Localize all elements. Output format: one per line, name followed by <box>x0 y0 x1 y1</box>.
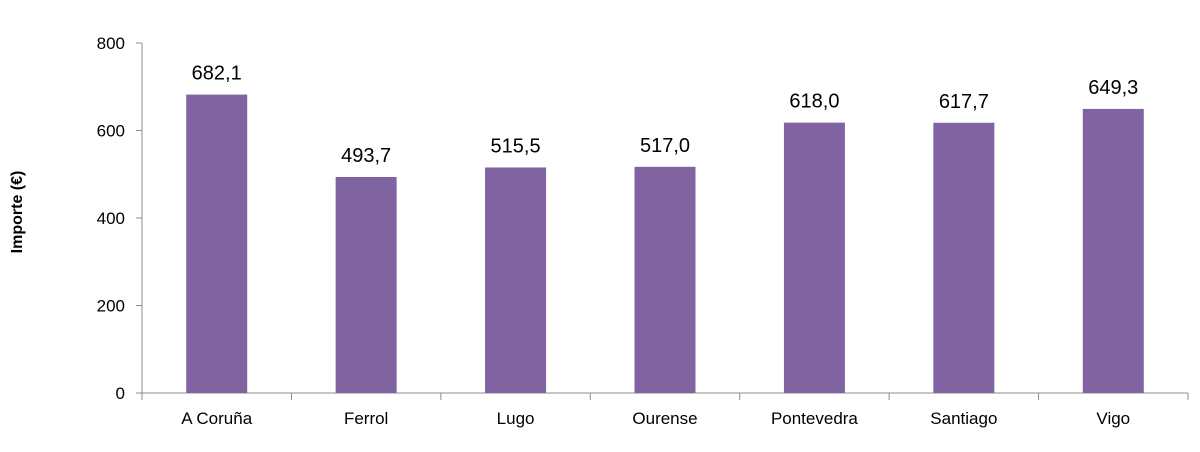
data-label: 517,0 <box>640 135 690 157</box>
data-label: 649,3 <box>1088 77 1138 99</box>
x-tick-label: Pontevedra <box>771 409 858 428</box>
data-label: 493,7 <box>341 145 391 167</box>
bar <box>634 166 696 393</box>
x-tick-label: Ourense <box>632 409 697 428</box>
y-tick-label: 400 <box>97 209 125 228</box>
x-tick-label: A Coruña <box>181 409 252 428</box>
data-labels: 682,1 493,7 515,5 517,0 618,0 617,7 649,3 <box>192 63 1139 167</box>
x-tick-label: Santiago <box>930 409 997 428</box>
bar <box>933 122 995 393</box>
data-label: 515,5 <box>491 135 541 157</box>
data-label: 618,0 <box>789 91 839 113</box>
y-axis-label: Importe (€) <box>9 171 26 254</box>
bar <box>186 94 248 394</box>
x-tick-label: Lugo <box>497 409 535 428</box>
bar <box>485 167 547 393</box>
data-label: 682,1 <box>192 63 242 85</box>
y-tick-label: 200 <box>97 297 125 316</box>
x-tick-label: Vigo <box>1096 409 1130 428</box>
y-tick-label: 0 <box>116 384 125 403</box>
x-tick-label: Ferrol <box>344 409 388 428</box>
axes: 0 200 400 600 800 A Coruña Ferrol Lugo Ourense Po… <box>97 34 1189 428</box>
y-tick-label: 800 <box>97 34 125 53</box>
bars <box>186 94 1144 394</box>
bar <box>1082 108 1144 394</box>
bar <box>335 177 397 393</box>
bar <box>783 122 845 393</box>
y-tick-label: 600 <box>97 122 125 141</box>
data-label: 617,7 <box>939 91 989 113</box>
